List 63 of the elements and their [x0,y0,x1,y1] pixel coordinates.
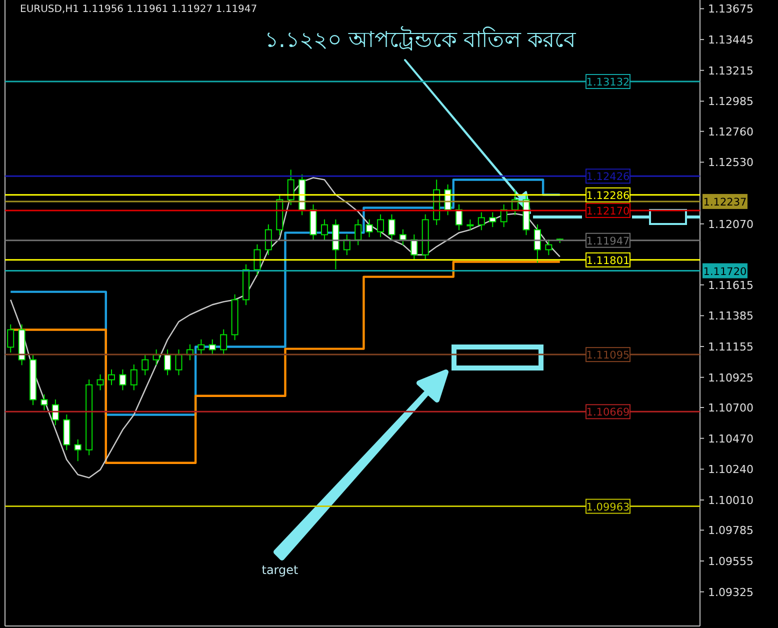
candlestick [164,348,172,376]
candlestick [264,224,272,256]
candlestick [175,348,182,376]
candlestick [198,338,205,356]
candlestick [7,324,14,354]
line-series [10,177,561,478]
y-tick-label: 1.10700 [708,402,754,415]
y-tick-label: 1.10925 [708,371,754,384]
candlestick [455,204,462,231]
y-tick-label: 1.09325 [708,586,754,599]
candlestick [142,354,149,376]
candlestick [254,244,261,276]
candlestick [366,218,373,238]
y-tick-label: 1.10240 [708,463,754,476]
candlestick [130,364,138,391]
y-tick-label: 1.13445 [708,34,754,47]
ref-line-label: 1.11801 [586,252,630,268]
ref-line-label: 1.11720 [702,263,748,278]
candlestick [545,238,552,256]
candlestick [399,228,406,246]
y-tick-label: 1.10470 [708,432,754,446]
ref-line-label: 1.10669 [586,404,630,420]
y-tick-label: 1.09785 [708,524,754,538]
candlestick [119,368,126,391]
annotation: ১.১২২০ আপট্রেন্ডকে বাতিল করবে [264,26,576,53]
candlestick [320,218,328,241]
candlestick [40,394,48,411]
ref-line-label: 1.13132 [586,74,630,89]
y-tick-label: 1.11155 [708,340,754,354]
y-tick-label: 1.09555 [708,554,754,568]
candlestick [287,169,294,206]
ref-line-label: 1.11095 [586,347,630,362]
y-tick-label: 1.12760 [708,125,754,138]
y-tick-label: 1.11615 [708,278,754,292]
y-tick-label: 1.10010 [708,494,754,507]
candlestick [220,328,228,356]
annotation: target [262,563,299,577]
candlestick [388,214,396,241]
candlestick [96,374,104,391]
y-tick-label: 1.12070 [708,218,754,231]
ref-line-label: 1.12237 [702,194,748,209]
candlestick [108,368,115,386]
y-tick-label: 1.11385 [708,310,754,323]
candlestick [354,218,362,246]
y-tick-label: 1.12530 [708,156,754,170]
y-tick-label: 1.12985 [708,95,754,108]
candlestick [410,234,418,261]
y-tick-label: 1.13215 [708,64,754,78]
candlestick [52,398,59,426]
candlestick [74,438,82,462]
y-tick-label: 1.13675 [708,2,754,16]
ref-line-label: 1.12426 [586,168,630,184]
candlestick [377,214,384,238]
ref-line-label: 1.09963 [586,498,630,514]
candlestick [478,212,485,231]
candlestick [466,218,474,231]
candlestick [489,212,496,228]
candlestick [208,338,216,356]
chart-title: EURUSD,H1 1.11956 1.11961 1.11927 1.11947 [20,4,258,15]
ref-line-label: 1.12286 [586,187,630,202]
candlestick [534,224,541,264]
ref-line-label: 1.11947 [586,232,630,248]
ref-line-label: 1.12170 [586,202,630,218]
